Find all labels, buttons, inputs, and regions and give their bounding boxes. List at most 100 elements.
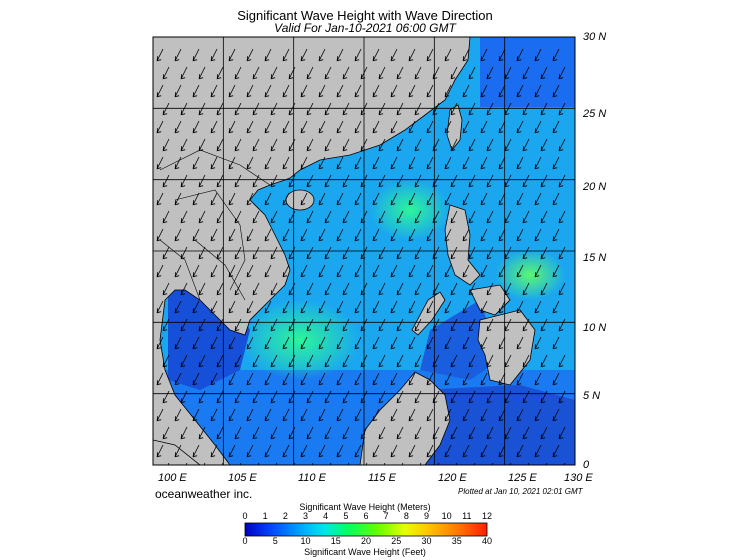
wave-arrow xyxy=(162,210,170,224)
wave-arrow xyxy=(522,390,530,404)
wave-arrow xyxy=(252,390,260,404)
wave-arrow xyxy=(234,426,242,440)
map-panel xyxy=(153,37,575,465)
wave-arrow xyxy=(486,174,494,188)
wave-arrow xyxy=(198,282,206,296)
wave-arrow xyxy=(192,48,200,62)
wave-arrow xyxy=(552,84,560,98)
wave-arrow xyxy=(156,408,164,422)
lat-label: 25 N xyxy=(583,108,607,120)
wave-arrow xyxy=(426,84,434,98)
wave-arrow xyxy=(210,84,218,98)
wave-arrow xyxy=(504,102,512,116)
lon-label: 130 E xyxy=(564,472,593,484)
wave-arrow xyxy=(558,102,566,116)
wave-arrow xyxy=(408,192,416,206)
colorbar-meter-tick: 12 xyxy=(481,511,493,521)
wave-arrow xyxy=(468,426,476,440)
wave-arrow xyxy=(306,174,314,188)
wave-arrow xyxy=(426,300,434,314)
wave-arrow xyxy=(162,66,170,80)
wave-arrow xyxy=(522,282,530,296)
wave-arrow xyxy=(264,228,272,242)
wave-arrow xyxy=(552,156,560,170)
wave-arrow xyxy=(228,228,236,242)
wave-arrow xyxy=(426,336,434,350)
wave-arrow xyxy=(210,120,218,134)
wave-arrow xyxy=(270,174,278,188)
wave-arrow xyxy=(282,84,290,98)
wave-arrow xyxy=(468,138,476,152)
wave-arrow xyxy=(390,192,398,206)
wave-arrow xyxy=(480,192,488,206)
wave-arrow xyxy=(462,156,470,170)
wave-arrow xyxy=(408,84,416,98)
wave-arrow xyxy=(282,120,290,134)
wave-arrow xyxy=(354,300,362,314)
wave-arrow xyxy=(396,138,404,152)
wave-arrow xyxy=(300,84,308,98)
colorbar-feet-tick: 35 xyxy=(451,536,462,546)
wave-arrow xyxy=(390,336,398,350)
wave-arrow xyxy=(318,48,326,62)
wave-arrow xyxy=(486,318,494,332)
wave-arrow xyxy=(270,102,278,116)
wave-arrow xyxy=(252,426,260,440)
wave-arrow xyxy=(498,444,506,458)
wave-arrow xyxy=(450,390,458,404)
wave-arrow xyxy=(480,300,488,314)
wave-arrow xyxy=(246,192,254,206)
colorbar-feet-tick: 0 xyxy=(242,536,248,546)
wave-arrow xyxy=(534,120,542,134)
wave-arrow xyxy=(396,282,404,296)
wave-arrow xyxy=(252,102,260,116)
wave-arrow xyxy=(396,426,404,440)
wave-arrow xyxy=(480,372,488,386)
wave-arrow xyxy=(234,390,242,404)
wave-arrow xyxy=(486,102,494,116)
lon-label: 115 E xyxy=(368,472,396,484)
wave-arrow xyxy=(486,282,494,296)
wave-arrow xyxy=(498,84,506,98)
colorbar-meter-tick: 0 xyxy=(242,511,248,521)
wave-arrow xyxy=(156,156,164,170)
wave-arrow xyxy=(396,102,404,116)
wave-arrow xyxy=(468,102,476,116)
wave-arrow xyxy=(444,84,452,98)
wave-arrow xyxy=(252,354,260,368)
wave-arrow xyxy=(252,174,260,188)
wave-arrow xyxy=(210,372,218,386)
wave-arrow xyxy=(324,246,332,260)
wave-arrow xyxy=(534,48,542,62)
wave-arrow xyxy=(444,372,452,386)
wave-arrow xyxy=(552,408,560,422)
wave-arrow xyxy=(156,372,164,386)
wave-arrow xyxy=(342,102,350,116)
wave-arrow xyxy=(336,372,344,386)
lon-label: 120 E xyxy=(438,472,467,484)
wave-arrow xyxy=(306,318,314,332)
wave-arrow xyxy=(300,408,308,422)
wave-arrow xyxy=(534,156,542,170)
colorbar-meter-tick: 9 xyxy=(423,511,430,521)
wave-arrow xyxy=(540,138,548,152)
wave-arrow xyxy=(390,264,398,278)
wave-arrow xyxy=(264,372,272,386)
mindanao xyxy=(477,309,536,386)
wave-arrow xyxy=(324,426,332,440)
wave-arrow xyxy=(210,264,218,278)
lat-label: 15 N xyxy=(583,252,607,264)
colorbar-meter-tick: 5 xyxy=(343,511,349,521)
wave-arrow xyxy=(210,48,218,62)
wave-arrow xyxy=(282,264,290,278)
wave-arrow xyxy=(504,282,512,296)
wave-arrow xyxy=(252,138,260,152)
luzon xyxy=(444,204,481,286)
wave-arrow xyxy=(558,390,566,404)
lat-lon-grid xyxy=(153,37,575,465)
wave-arrow xyxy=(246,444,254,458)
wave-arrow xyxy=(480,408,488,422)
wave-arrow xyxy=(324,102,332,116)
wave-arrow xyxy=(486,426,494,440)
wave-arrow xyxy=(414,138,422,152)
